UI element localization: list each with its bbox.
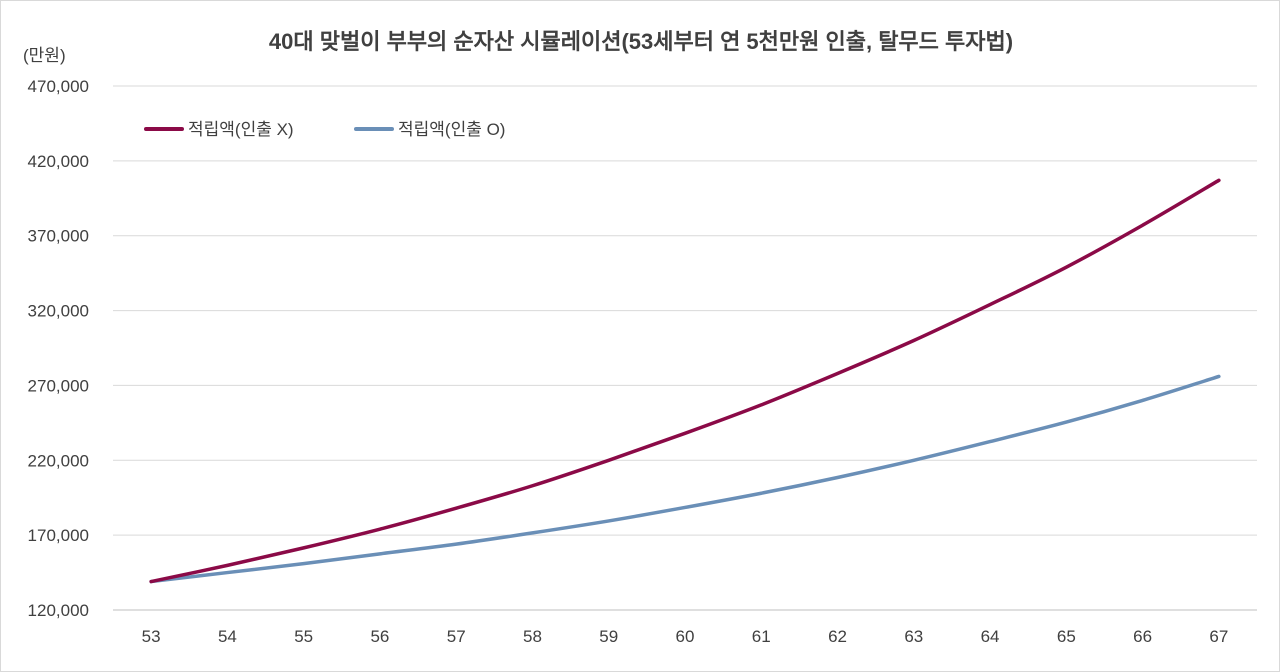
x-tick-label: 53	[142, 627, 161, 646]
x-tick-label: 58	[523, 627, 542, 646]
series-line-1	[149, 374, 1221, 584]
x-tick-label: 63	[904, 627, 923, 646]
y-tick-label: 320,000	[28, 302, 89, 321]
x-tick-label: 65	[1057, 627, 1076, 646]
y-axis-unit-label: (만원)	[23, 46, 66, 65]
x-tick-label: 66	[1133, 627, 1152, 646]
x-tick-label: 56	[370, 627, 389, 646]
y-tick-label: 470,000	[28, 77, 89, 96]
legend-label: 적립액(인출 X)	[188, 120, 294, 139]
legend: 적립액(인출 X) 적립액(인출 O)	[144, 120, 505, 139]
x-tick-label: 64	[981, 627, 1000, 646]
y-tick-label: 370,000	[28, 227, 89, 246]
y-tick-label: 420,000	[28, 152, 89, 171]
x-axis-ticks: 53 54 55 56 57 58 59 60 61 62 63 64 65 66 67	[142, 627, 1229, 646]
x-tick-label: 55	[294, 627, 313, 646]
series-lines	[149, 178, 1221, 584]
x-tick-label: 57	[447, 627, 466, 646]
x-tick-label: 61	[752, 627, 771, 646]
chart-title: 40대 맞벌이 부부의 순자산 시뮬레이션(53세부터 연 5천만원 인출, 탈…	[269, 29, 1013, 54]
series-line-0	[149, 178, 1221, 584]
legend-label: 적립액(인출 O)	[398, 120, 505, 139]
x-tick-label: 54	[218, 627, 237, 646]
gridlines	[113, 85, 1257, 611]
y-tick-label: 170,000	[28, 526, 89, 545]
y-tick-label: 220,000	[28, 451, 89, 470]
y-axis-ticks: 120,000 170,000 220,000 270,000 320,000 370,0…	[28, 77, 89, 620]
y-tick-label: 120,000	[28, 601, 89, 620]
y-tick-label: 270,000	[28, 376, 89, 395]
x-tick-label: 67	[1209, 627, 1228, 646]
x-tick-label: 60	[676, 627, 695, 646]
x-tick-label: 59	[599, 627, 618, 646]
x-tick-label: 62	[828, 627, 847, 646]
